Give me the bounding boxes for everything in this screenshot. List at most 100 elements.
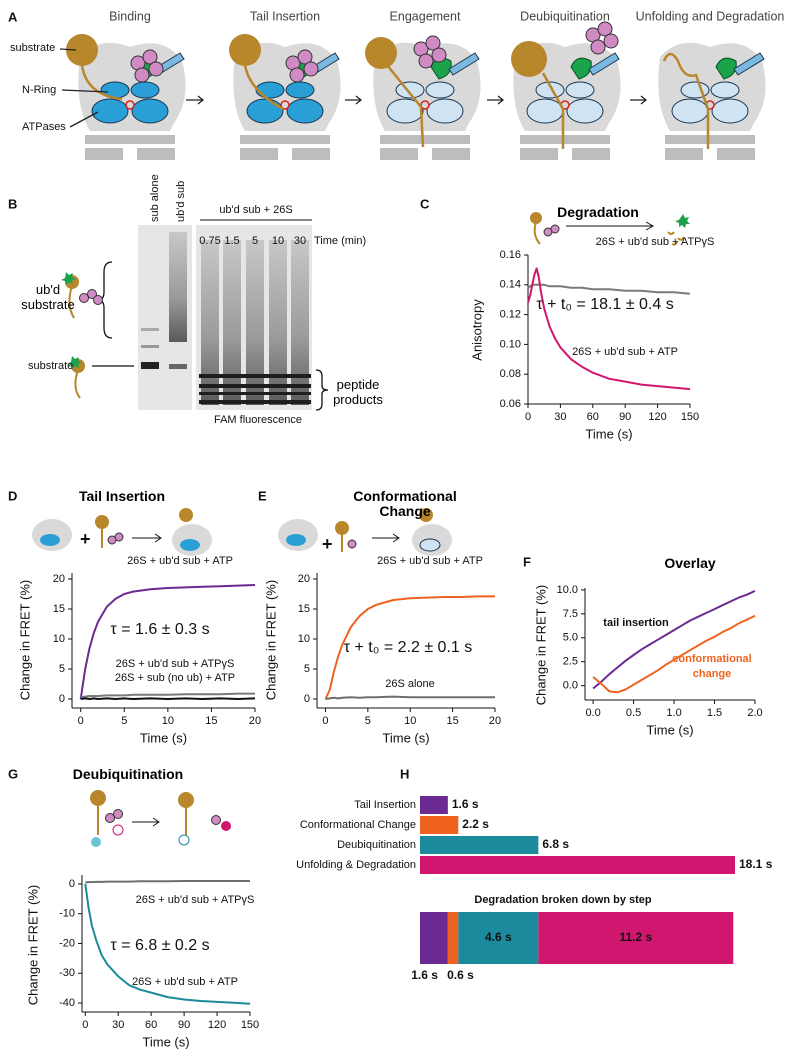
y-tick-label: 0 bbox=[69, 878, 75, 890]
panel-letter: A bbox=[8, 9, 18, 24]
label: ATPases bbox=[22, 121, 66, 133]
series-label: 26S + ub'd sub + ATPγS bbox=[596, 236, 715, 248]
category-label: Deubiquitination bbox=[337, 839, 416, 851]
label-leader bbox=[69, 111, 99, 128]
arrow bbox=[566, 221, 655, 231]
y-tick-label: 2.5 bbox=[563, 656, 578, 668]
substrate bbox=[419, 508, 433, 522]
substrate bbox=[335, 521, 349, 535]
x-tick-label: 5 bbox=[365, 715, 371, 727]
x-tick-label: 90 bbox=[178, 1019, 190, 1031]
x-tick-label: 0.5 bbox=[626, 707, 641, 719]
gel-smear bbox=[291, 240, 309, 405]
y-tick-label: -20 bbox=[59, 937, 75, 949]
substrate bbox=[530, 212, 542, 224]
y-tick-label: 20 bbox=[53, 573, 65, 585]
detection-label: FAM fluorescence bbox=[214, 414, 302, 426]
substrate bbox=[95, 515, 109, 529]
unfolded-substrate bbox=[662, 52, 710, 149]
y-tick-label: 5 bbox=[304, 663, 310, 675]
y-tick-label: 0.06 bbox=[500, 398, 521, 410]
substrate bbox=[66, 34, 98, 66]
substrate bbox=[511, 41, 547, 77]
y-tick-label: 0.08 bbox=[500, 368, 521, 380]
gel-smear bbox=[169, 232, 187, 342]
series-label: 26S + sub (no ub) + ATP bbox=[115, 672, 235, 684]
time-label: 30 bbox=[294, 235, 306, 247]
y-tick-label: 10 bbox=[53, 633, 65, 645]
x-axis-label: Time (s) bbox=[585, 426, 632, 441]
ub-substrate-icon bbox=[61, 272, 103, 319]
x-tick-label: 120 bbox=[208, 1019, 226, 1031]
value-label: 0.6 s bbox=[447, 968, 474, 982]
series-line bbox=[592, 614, 756, 694]
x-tick-label: 150 bbox=[681, 411, 699, 423]
y-tick-label: 0 bbox=[59, 693, 65, 705]
atpase bbox=[419, 538, 441, 552]
substrate bbox=[90, 790, 106, 806]
acceptor bbox=[112, 824, 124, 836]
annotation: τ + t₀ = 18.1 ± 0.4 s bbox=[536, 296, 673, 313]
ubiquitin bbox=[418, 53, 434, 69]
gel-band bbox=[199, 392, 311, 395]
peptide-bands bbox=[199, 374, 311, 404]
series-line bbox=[527, 267, 691, 391]
series-line bbox=[527, 283, 691, 295]
series-label: 26S alone bbox=[385, 678, 435, 690]
atpase bbox=[286, 534, 306, 546]
step-title: Deubiquitination bbox=[520, 9, 610, 23]
arrow bbox=[132, 817, 160, 827]
gel-smear bbox=[223, 240, 241, 405]
x-tick-label: 20 bbox=[489, 715, 501, 727]
ubiquitin bbox=[142, 49, 158, 65]
series-line bbox=[80, 692, 255, 699]
gel-smear bbox=[269, 240, 287, 405]
bar bbox=[420, 796, 448, 814]
gel-band bbox=[141, 345, 159, 348]
donor bbox=[91, 837, 101, 847]
substrate bbox=[229, 34, 261, 66]
lane-label: ub'd sub bbox=[175, 181, 187, 222]
series-label: 26S + ub'd sub + ATP bbox=[572, 346, 678, 358]
ubiquitin bbox=[597, 21, 613, 37]
substrate-icon bbox=[67, 356, 85, 399]
value-label: 4.6 s bbox=[485, 930, 512, 944]
series-line bbox=[79, 584, 256, 700]
label: substrate bbox=[10, 42, 55, 54]
category-label: Conformational Change bbox=[300, 819, 416, 831]
ubiquitin bbox=[134, 67, 150, 83]
ubiquitin bbox=[211, 815, 221, 825]
x-tick-label: 90 bbox=[619, 411, 631, 423]
time-label: 0.75 bbox=[199, 235, 220, 247]
bar bbox=[420, 856, 735, 874]
panel-letter: E bbox=[258, 488, 267, 503]
chart-title: Conformational Change bbox=[353, 488, 457, 519]
peptides bbox=[667, 231, 685, 246]
breakdown-title: Degradation broken down by step bbox=[474, 894, 652, 906]
y-tick-label: 0 bbox=[304, 693, 310, 705]
substrate-tail bbox=[68, 285, 75, 319]
y-tick-label: 5.0 bbox=[563, 632, 578, 644]
gel-band bbox=[141, 328, 159, 331]
gel-band bbox=[199, 384, 311, 388]
time-label: 5 bbox=[252, 235, 258, 247]
ubiquitin bbox=[148, 61, 164, 77]
gel-smear bbox=[246, 240, 264, 405]
substrate-tail bbox=[243, 64, 284, 111]
x-tick-label: 0.0 bbox=[585, 707, 600, 719]
atpase bbox=[180, 539, 200, 551]
value-label: 2.2 s bbox=[462, 817, 489, 831]
stacked-segment bbox=[420, 912, 448, 964]
series-label: 26S + ub'd sub + ATP bbox=[127, 555, 233, 567]
value-label: 1.6 s bbox=[411, 968, 438, 982]
series-label: conformational change bbox=[672, 653, 752, 680]
series-line bbox=[85, 880, 250, 884]
x-tick-label: 10 bbox=[404, 715, 416, 727]
x-axis-label: Time (s) bbox=[140, 730, 187, 745]
series-line bbox=[84, 883, 251, 1005]
step-binding bbox=[66, 34, 187, 161]
conformation-icon: + bbox=[278, 508, 452, 556]
substrate-tail bbox=[533, 221, 541, 245]
panel-letter: F bbox=[523, 554, 531, 569]
y-tick-label: 0.16 bbox=[500, 249, 521, 261]
